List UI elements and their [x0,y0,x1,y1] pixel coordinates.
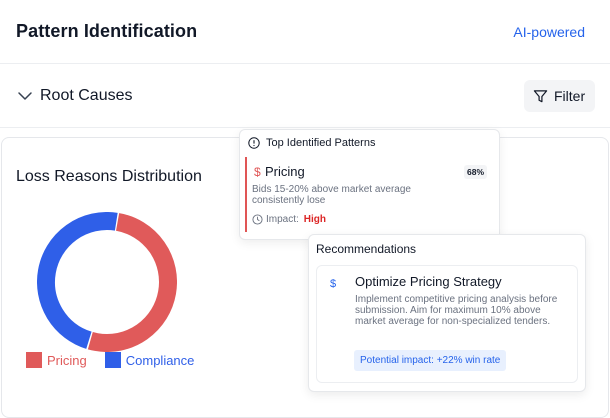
root-causes-bar[interactable] [0,64,610,128]
legend-swatch-compliance [104,352,121,368]
potential-impact-badge: Potential impact: +22% win rate [354,350,507,371]
info-icon [248,137,260,149]
impact-label: Impact: [266,214,299,225]
filter-button[interactable]: Filter [524,80,595,112]
top-patterns-title: Top Identified Patterns [266,137,376,149]
root-causes-label[interactable]: Root Causes [40,87,133,104]
chart-title: Loss Reasons Distribution [16,168,202,185]
dollar-icon: $ [330,278,337,290]
legend-label-pricing: Pricing [47,352,87,368]
top-patterns-header: Top Identified Patterns [248,137,375,149]
recommendation-name: Optimize Pricing Strategy [355,274,502,289]
chart-legend: Pricing Compliance [26,352,194,368]
legend-label-compliance: Compliance [125,352,195,368]
filter-label: Filter [554,88,586,104]
ai-powered-link[interactable]: AI-powered [513,24,585,40]
recommendations-title: Recommendations [316,242,417,256]
page-title: Pattern Identification [16,21,198,41]
chevron-down-icon[interactable] [17,88,33,104]
filter-icon [533,89,548,102]
pattern-item-pricing[interactable] [245,157,492,232]
legend-item-pricing[interactable]: Pricing [26,352,87,368]
clock-icon [252,214,263,225]
donut-slice-compliance[interactable] [37,212,177,352]
legend-item-compliance[interactable]: Compliance [104,352,195,368]
dollar-icon: $ [254,165,261,179]
donut-slice-pricing[interactable] [37,212,177,352]
pattern-description: Bids 15-20% above market average consist… [252,184,411,206]
pattern-name: Pricing [265,164,305,179]
loss-reasons-donut-chart [37,212,177,352]
page-header [0,0,610,64]
impact-value: High [303,214,327,225]
pattern-percent-badge: 68% [464,165,488,179]
pattern-impact: Impact: High [252,214,326,225]
legend-swatch-pricing [26,352,42,368]
recommendation-description: Implement competitive pricing analysis b… [355,294,558,327]
